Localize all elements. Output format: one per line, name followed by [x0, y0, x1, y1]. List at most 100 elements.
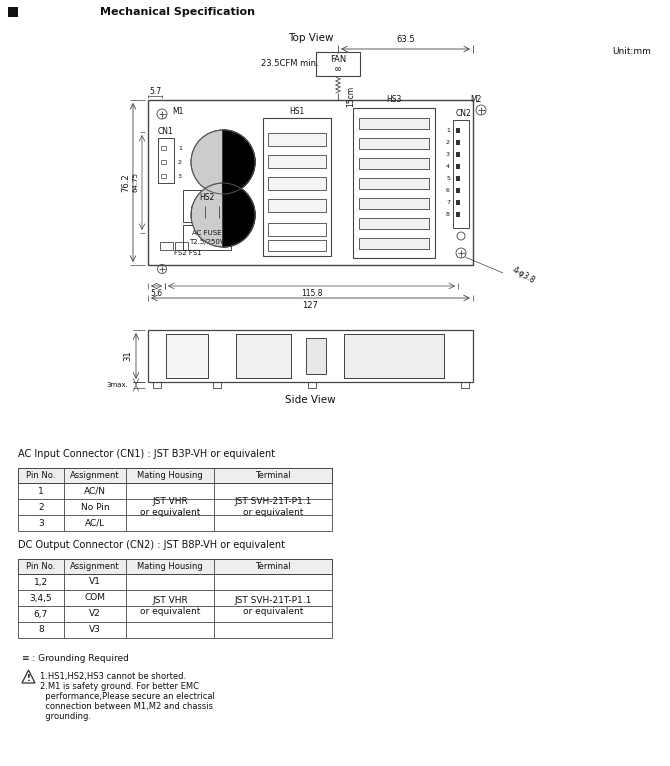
- Text: 3max.: 3max.: [106, 382, 128, 388]
- Text: grounding.: grounding.: [40, 712, 91, 721]
- Text: 4: 4: [446, 163, 450, 169]
- Bar: [268, 177, 326, 190]
- Bar: [456, 164, 460, 169]
- Text: 5: 5: [446, 175, 450, 181]
- Text: 7: 7: [446, 199, 450, 205]
- Bar: [18, 559, 332, 574]
- Bar: [359, 198, 429, 209]
- Text: Side View: Side View: [285, 395, 336, 405]
- Bar: [148, 330, 473, 382]
- Text: 64.75: 64.75: [132, 172, 138, 192]
- Bar: [153, 382, 161, 388]
- Text: Pin No.: Pin No.: [26, 471, 56, 480]
- Text: 31: 31: [123, 351, 133, 362]
- Text: 63.5: 63.5: [396, 35, 415, 44]
- Bar: [161, 160, 166, 164]
- Text: Assignment: Assignment: [70, 471, 120, 480]
- Text: 1,2: 1,2: [34, 578, 48, 587]
- Text: COM: COM: [84, 594, 105, 603]
- Text: HS2: HS2: [200, 194, 214, 202]
- Text: ∞: ∞: [334, 64, 342, 74]
- Bar: [175, 242, 188, 250]
- Bar: [308, 382, 316, 388]
- Bar: [359, 118, 429, 129]
- Text: M1: M1: [172, 106, 184, 116]
- Bar: [359, 218, 429, 229]
- Text: JST SVH-21T-P1.1
or equivalent: JST SVH-21T-P1.1 or equivalent: [234, 596, 312, 616]
- Text: V2: V2: [89, 610, 101, 618]
- Bar: [359, 178, 429, 189]
- Bar: [18, 483, 332, 531]
- Bar: [353, 108, 435, 258]
- Bar: [160, 242, 173, 250]
- Bar: [306, 338, 326, 374]
- Text: Pin No.: Pin No.: [26, 562, 56, 571]
- Text: ≡ : Grounding Required: ≡ : Grounding Required: [22, 654, 129, 663]
- Bar: [183, 225, 231, 250]
- Text: M2: M2: [470, 96, 482, 104]
- Text: 2: 2: [38, 502, 44, 512]
- Text: 23.5CFM min.: 23.5CFM min.: [261, 60, 319, 68]
- Text: AC Input Connector (CN1) : JST B3P-VH or equivalent: AC Input Connector (CN1) : JST B3P-VH or…: [18, 449, 275, 459]
- Bar: [359, 158, 429, 169]
- Bar: [268, 240, 326, 251]
- Bar: [268, 223, 326, 236]
- Text: CN1: CN1: [158, 126, 174, 136]
- Text: CN2: CN2: [455, 109, 471, 117]
- Text: connection between M1,M2 and chassis: connection between M1,M2 and chassis: [40, 702, 213, 711]
- Text: Mating Housing: Mating Housing: [137, 562, 203, 571]
- Bar: [8, 7, 18, 17]
- Text: 3: 3: [446, 152, 450, 156]
- Text: No Pin: No Pin: [80, 502, 109, 512]
- Bar: [18, 468, 332, 483]
- Bar: [158, 138, 174, 183]
- Text: FS2 FS1: FS2 FS1: [174, 250, 202, 256]
- Bar: [456, 152, 460, 157]
- Text: !: !: [27, 673, 30, 683]
- Text: Top View: Top View: [287, 33, 333, 43]
- Bar: [236, 334, 291, 378]
- Bar: [263, 118, 331, 256]
- Text: 5.7: 5.7: [149, 87, 161, 97]
- Text: V1: V1: [89, 578, 101, 587]
- Bar: [18, 574, 332, 638]
- Text: Mechanical Specification: Mechanical Specification: [100, 7, 255, 17]
- Bar: [456, 176, 460, 181]
- Text: Terminal: Terminal: [255, 471, 291, 480]
- Text: 3: 3: [38, 519, 44, 528]
- Text: 6: 6: [446, 188, 450, 192]
- Text: AC/N: AC/N: [84, 486, 106, 496]
- Bar: [268, 199, 326, 212]
- Text: AC/L: AC/L: [85, 519, 105, 528]
- Text: 115.8: 115.8: [301, 290, 322, 299]
- Text: HS3: HS3: [387, 96, 402, 104]
- Text: 3: 3: [178, 174, 182, 178]
- Text: 6,7: 6,7: [34, 610, 48, 618]
- Bar: [359, 138, 429, 149]
- Bar: [183, 190, 231, 222]
- Text: 2.M1 is safety ground. For better EMC: 2.M1 is safety ground. For better EMC: [40, 682, 199, 691]
- Text: 2: 2: [178, 159, 182, 165]
- Bar: [344, 334, 444, 378]
- Bar: [268, 155, 326, 168]
- Text: AC FUSE: AC FUSE: [192, 230, 222, 236]
- Text: DC Output Connector (CN2) : JST B8P-VH or equivalent: DC Output Connector (CN2) : JST B8P-VH o…: [18, 540, 285, 550]
- Bar: [166, 334, 208, 378]
- Text: Unit:mm: Unit:mm: [612, 47, 651, 57]
- Text: V3: V3: [89, 626, 101, 634]
- Bar: [166, 334, 208, 378]
- Text: 1: 1: [178, 146, 182, 150]
- Bar: [316, 52, 360, 76]
- Text: Terminal: Terminal: [255, 562, 291, 571]
- Text: Assignment: Assignment: [70, 562, 120, 571]
- Bar: [236, 334, 291, 378]
- Bar: [18, 468, 332, 483]
- Text: FAN: FAN: [330, 55, 346, 64]
- Circle shape: [191, 183, 255, 247]
- Bar: [456, 128, 460, 133]
- Text: Mating Housing: Mating Housing: [137, 471, 203, 480]
- Bar: [456, 188, 460, 193]
- Text: 15cm: 15cm: [346, 86, 355, 107]
- Text: 8: 8: [38, 626, 44, 634]
- Text: JST VHR
or equivalent: JST VHR or equivalent: [140, 596, 200, 616]
